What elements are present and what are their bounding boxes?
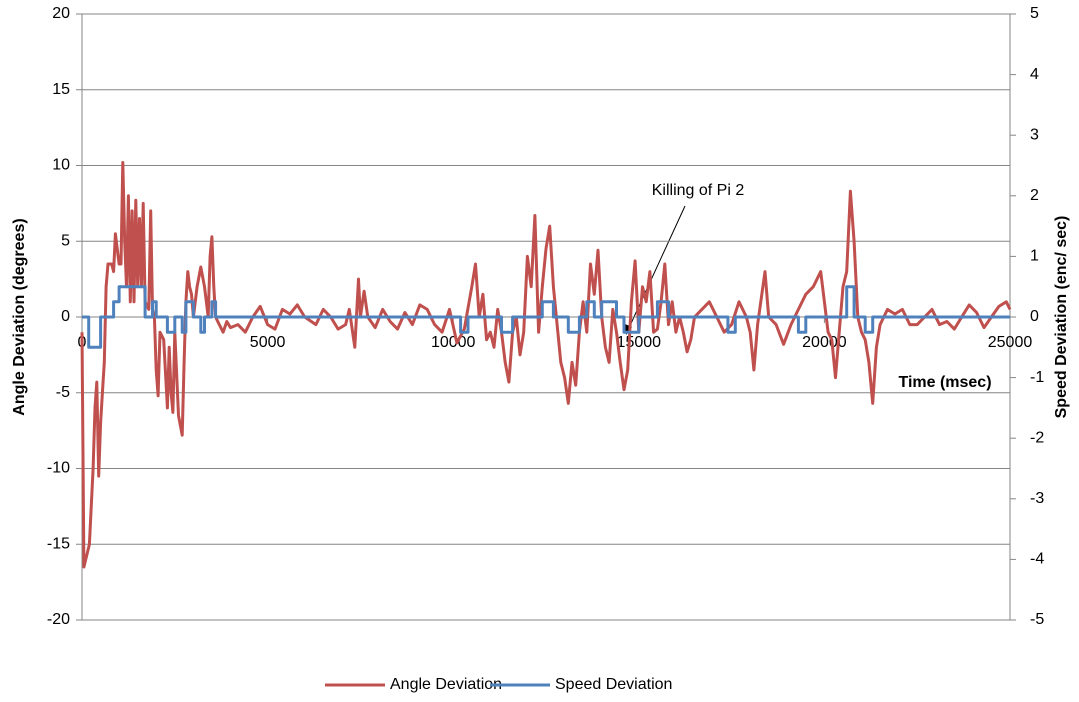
legend-label: Angle Deviation — [390, 676, 502, 693]
y-tick-label: -20 — [47, 611, 70, 628]
y2-tick-label: 3 — [1030, 126, 1039, 143]
y2-tick-label: 0 — [1030, 308, 1039, 325]
y-tick-label: 20 — [52, 5, 70, 22]
y2-tick-label: -2 — [1030, 429, 1044, 446]
data-line — [82, 285, 1010, 349]
legend-label: Speed Deviation — [555, 676, 672, 693]
y2-tick-label: -5 — [1030, 611, 1044, 628]
x-tick-label: 5000 — [250, 334, 286, 351]
data-line — [80, 161, 1012, 569]
y2-tick-label: -1 — [1030, 369, 1044, 386]
y-tick-label: 0 — [61, 308, 70, 325]
x-tick-label: 10000 — [431, 334, 476, 351]
y2-tick-label: 5 — [1030, 5, 1039, 22]
y-tick-label: -15 — [47, 535, 70, 552]
y-tick-label: 15 — [52, 81, 70, 98]
y-tick-label: 10 — [52, 157, 70, 174]
y-tick-label: -10 — [47, 460, 70, 477]
y2-axis-label: Speed Deviation (enc/ sec) — [1053, 216, 1070, 419]
y2-tick-label: -3 — [1030, 490, 1044, 507]
y2-tick-label: 2 — [1030, 187, 1039, 204]
y-tick-label: -5 — [56, 384, 70, 401]
x-tick-label: 20000 — [802, 334, 847, 351]
annotation: Killing of Pi 2 — [652, 182, 745, 199]
y-axis-label: Angle Deviation (degrees) — [11, 218, 28, 415]
y-tick-label: 5 — [61, 232, 70, 249]
y2-tick-label: 1 — [1030, 248, 1039, 265]
y2-tick-label: -4 — [1030, 551, 1044, 568]
x-tick-label: 15000 — [617, 334, 662, 351]
x-tick-label: 25000 — [988, 334, 1033, 351]
x-axis-label: Time (msec) — [898, 374, 991, 391]
y2-tick-label: 4 — [1030, 66, 1039, 83]
